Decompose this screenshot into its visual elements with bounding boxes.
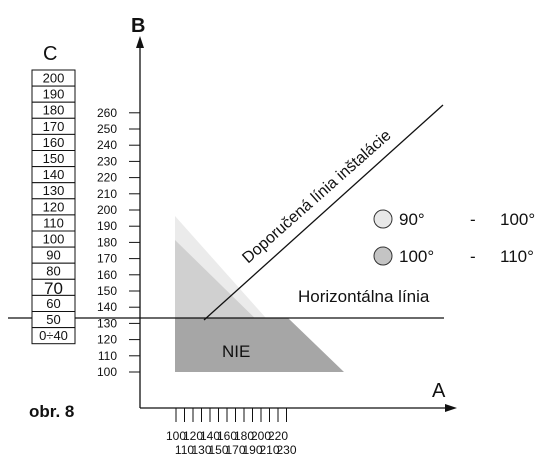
c-scale-value: 100 bbox=[43, 232, 65, 247]
c-scale-value: 110 bbox=[43, 215, 64, 230]
horizontal-line-label: Horizontálna línia bbox=[298, 287, 430, 306]
b-tick-label: 250 bbox=[97, 122, 117, 136]
a-tick-label-upper: 200 bbox=[251, 429, 271, 443]
c-scale-value: 200 bbox=[43, 71, 65, 86]
b-tick-label: 160 bbox=[97, 268, 117, 282]
c-scale-value: 130 bbox=[43, 183, 65, 198]
legend-from-1: 90° bbox=[399, 210, 425, 229]
b-tick-label: 220 bbox=[97, 171, 117, 185]
c-scale-value: 170 bbox=[43, 119, 65, 134]
a-tick-label-upper: 180 bbox=[234, 429, 254, 443]
b-tick-label: 130 bbox=[97, 316, 117, 330]
b-axis-ticks: 100 110 120 130 140 150 160 170 180 190 200 210 220 2… bbox=[97, 106, 140, 379]
c-scale-value: 150 bbox=[43, 151, 65, 166]
legend-from-2: 100° bbox=[399, 247, 434, 266]
no-zone-label: NIE bbox=[222, 342, 250, 361]
b-tick-label: 240 bbox=[97, 138, 117, 152]
c-scale-value: 80 bbox=[46, 264, 60, 279]
a-tick-label-upper: 120 bbox=[183, 429, 203, 443]
b-tick-label: 100 bbox=[97, 365, 117, 379]
b-tick-label: 150 bbox=[97, 284, 117, 298]
a-tick-label-lower: 190 bbox=[242, 443, 262, 457]
b-tick-label: 190 bbox=[97, 219, 117, 233]
a-tick-label-lower: 130 bbox=[191, 443, 211, 457]
a-tick-label-lower: 150 bbox=[208, 443, 228, 457]
b-tick-label: 120 bbox=[97, 333, 117, 347]
a-axis-arrow bbox=[445, 404, 457, 412]
figure-label: obr. 8 bbox=[29, 402, 74, 421]
c-scale-value: 160 bbox=[43, 135, 65, 150]
legend-to-2: 110° bbox=[500, 247, 534, 266]
recommended-line bbox=[203, 104, 444, 321]
legend: 90° - 100° 100° - 110° bbox=[373, 209, 535, 266]
c-scale-label: C bbox=[43, 43, 57, 65]
a-tick-label-lower: 110 bbox=[175, 443, 194, 457]
legend-dash-1: - bbox=[470, 210, 476, 229]
legend-swatch-100-110 bbox=[373, 246, 393, 266]
c-scale-value: 90 bbox=[46, 248, 60, 263]
c-scale-value: 140 bbox=[43, 167, 65, 182]
c-scale-cell bbox=[31, 327, 76, 345]
a-tick-label-upper: 140 bbox=[200, 429, 220, 443]
a-tick-label-lower: 170 bbox=[225, 443, 245, 457]
a-tick-label-upper: 160 bbox=[217, 429, 237, 443]
b-axis-arrow bbox=[136, 36, 144, 48]
c-scale-value: 120 bbox=[43, 199, 65, 214]
c-scale-value: 190 bbox=[43, 87, 65, 102]
b-tick-label: 180 bbox=[97, 235, 117, 249]
b-tick-label: 170 bbox=[97, 252, 117, 266]
a-tick-label-lower: 210 bbox=[259, 443, 279, 457]
c-scale-value: 60 bbox=[46, 296, 60, 311]
a-tick-label-upper: 220 bbox=[268, 429, 288, 443]
recommended-line-label: Doporučená línia inštalácie bbox=[239, 127, 394, 267]
b-tick-label: 230 bbox=[97, 154, 117, 168]
a-tick-label-lower: 230 bbox=[276, 443, 296, 457]
legend-swatch-90-100 bbox=[373, 209, 393, 229]
a-tick-label-upper: 100 bbox=[166, 429, 186, 443]
zone-no bbox=[175, 318, 344, 372]
c-scale-value: 180 bbox=[43, 103, 65, 118]
b-tick-label: 200 bbox=[97, 203, 117, 217]
b-tick-label: 210 bbox=[97, 187, 117, 201]
b-tick-label: 110 bbox=[98, 349, 117, 363]
legend-dash-2: - bbox=[470, 247, 476, 266]
legend-to-1: 100° bbox=[500, 210, 535, 229]
c-scale-value: 0÷40 bbox=[39, 328, 68, 343]
c-scale-value: 70 bbox=[44, 279, 63, 298]
c-scale-value: 50 bbox=[46, 312, 60, 327]
b-tick-label: 260 bbox=[97, 106, 117, 120]
b-axis-label: B bbox=[131, 15, 145, 37]
a-axis-label: A bbox=[432, 380, 446, 402]
b-tick-label: 140 bbox=[97, 300, 117, 314]
